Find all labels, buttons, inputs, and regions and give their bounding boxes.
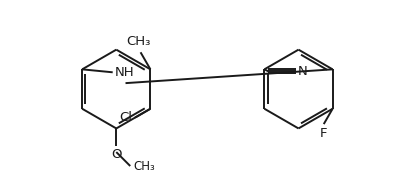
Text: F: F (320, 127, 328, 140)
Text: N: N (298, 65, 308, 78)
Text: CH₃: CH₃ (126, 35, 151, 48)
Text: NH: NH (115, 66, 134, 79)
Text: O: O (111, 148, 122, 161)
Text: CH₃: CH₃ (133, 160, 155, 173)
Text: Cl: Cl (119, 111, 132, 124)
